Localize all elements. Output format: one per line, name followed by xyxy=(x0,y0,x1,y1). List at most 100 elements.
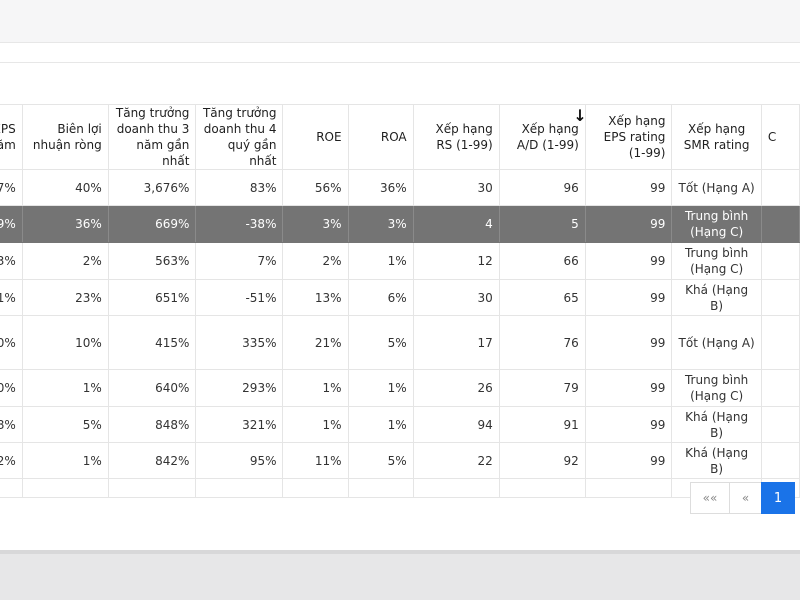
table-cell: 92 xyxy=(499,442,586,479)
table-cell: 2% xyxy=(0,442,23,479)
table-cell: 1% xyxy=(348,369,414,407)
table-cell xyxy=(108,478,197,498)
table-cell: 1% xyxy=(22,442,109,479)
table-cell xyxy=(761,406,800,443)
col-header-ad-label: Xếp hạng A/D (1-99) xyxy=(516,122,579,152)
table-cell: 669% xyxy=(108,205,197,243)
table-cell: 99 xyxy=(585,369,673,407)
table-cell: 1% xyxy=(282,406,349,443)
table-row[interactable]: 2% 1% 842% 95% 11% 5% 22 92 99 Khá (Hạng… xyxy=(0,442,800,479)
table-cell xyxy=(413,478,500,498)
divider xyxy=(0,42,800,43)
table-cell: 66 xyxy=(499,242,586,280)
table-cell xyxy=(585,478,673,498)
col-header-net-margin[interactable]: Biên lợi nhuận ròng xyxy=(22,104,109,170)
table-cell xyxy=(761,205,800,243)
table-cell: Khá (Hạng B) xyxy=(671,279,762,316)
table-cell: 1% xyxy=(348,406,414,443)
table-cell: 36% xyxy=(22,205,109,243)
col-header-revenue-growth-3y[interactable]: Tăng trưởng doanh thu 3 năm gần nhất xyxy=(108,104,197,170)
col-header-roa[interactable]: ROA xyxy=(348,104,414,170)
table-cell: 1% xyxy=(282,369,349,407)
table-cell: 37% xyxy=(0,169,23,206)
table-cell: 40% xyxy=(22,169,109,206)
table-cell: 12 xyxy=(413,242,500,280)
col-header-roe[interactable]: ROE xyxy=(282,104,349,170)
table-cell: 10% xyxy=(22,315,109,370)
table-cell: 2% xyxy=(22,242,109,280)
table-cell: 5 xyxy=(499,205,586,243)
table-cell: 21% xyxy=(282,315,349,370)
table-cell: 8% xyxy=(0,406,23,443)
page-1-button[interactable]: 1 xyxy=(761,482,795,514)
table-cell xyxy=(22,478,109,498)
prev-page-button[interactable]: « xyxy=(729,482,762,514)
table-cell: 335% xyxy=(195,315,284,370)
table-cell xyxy=(761,169,800,206)
table-row[interactable]: 37% 40% 3,676% 83% 56% 36% 30 96 99 Tốt … xyxy=(0,169,800,206)
col-header-revenue-growth-4q[interactable]: Tăng trưởng doanh thu 4 quý gần nhất xyxy=(195,104,284,170)
table-cell: 2% xyxy=(282,242,349,280)
table-row[interactable]: 3% 2% 563% 7% 2% 1% 12 66 99 Trung bình … xyxy=(0,242,800,280)
col-header-rs-rating[interactable]: Xếp hạng RS (1-99) xyxy=(413,104,500,170)
table-row[interactable]: 1% 23% 651% -51% 13% 6% 30 65 99 Khá (Hạ… xyxy=(0,279,800,316)
table-cell: 5% xyxy=(22,406,109,443)
table-cell: 56% xyxy=(282,169,349,206)
table-cell: 30 xyxy=(413,169,500,206)
divider xyxy=(0,62,800,63)
table-cell: 26 xyxy=(413,369,500,407)
table-cell: 13% xyxy=(282,279,349,316)
table-row[interactable]: 8% 5% 848% 321% 1% 1% 94 91 99 Khá (Hạng… xyxy=(0,406,800,443)
col-header-smr-rating[interactable]: Xếp hạng SMR rating xyxy=(671,104,762,170)
table-cell: 0% xyxy=(0,369,23,407)
arrow-down-icon[interactable]: ↓ xyxy=(573,108,584,124)
table-cell: 848% xyxy=(108,406,197,443)
table-cell: 76 xyxy=(499,315,586,370)
col-header-c[interactable]: C xyxy=(761,104,800,170)
table-cell: 293% xyxy=(195,369,284,407)
table-cell: Khá (Hạng B) xyxy=(671,406,762,443)
table-row[interactable]: 0% 1% 640% 293% 1% 1% 26 79 99 Trung bìn… xyxy=(0,369,800,407)
table-cell: 99 xyxy=(585,169,673,206)
table-cell xyxy=(761,315,800,370)
table-cell: 99 xyxy=(585,205,673,243)
table-row[interactable]: 0% 10% 415% 335% 21% 5% 17 76 99 Tốt (Hạ… xyxy=(0,315,800,370)
table-cell xyxy=(195,478,284,498)
col-header-ad-rating[interactable]: Xếp hạng A/D (1-99)↓ xyxy=(499,104,586,170)
table-cell: 99 xyxy=(585,406,673,443)
first-page-button[interactable]: «« xyxy=(690,482,730,514)
divider xyxy=(0,550,800,554)
table-cell: 65 xyxy=(499,279,586,316)
table-cell: 79 xyxy=(499,369,586,407)
table-cell: 99 xyxy=(585,279,673,316)
col-header-eps[interactable]: EPS năm xyxy=(0,104,23,170)
table-cell xyxy=(761,242,800,280)
table-cell: 3% xyxy=(282,205,349,243)
table-cell xyxy=(761,279,800,316)
table-cell: 3,676% xyxy=(108,169,197,206)
table-cell: 4 xyxy=(413,205,500,243)
page-footer-area xyxy=(0,550,800,600)
table-cell: 91 xyxy=(499,406,586,443)
col-header-eps-rating[interactable]: Xếp hạng EPS rating (1-99) xyxy=(585,104,673,170)
table-cell: 0% xyxy=(0,315,23,370)
table-cell: 17 xyxy=(413,315,500,370)
table-cell: 30 xyxy=(413,279,500,316)
table-row-empty xyxy=(0,478,800,498)
table-cell: 651% xyxy=(108,279,197,316)
table-cell: 96 xyxy=(499,169,586,206)
table-cell: 99 xyxy=(585,315,673,370)
table-cell: Khá (Hạng B) xyxy=(671,442,762,479)
table-cell: 99 xyxy=(585,242,673,280)
table-cell: -51% xyxy=(195,279,284,316)
table-cell xyxy=(348,478,414,498)
table-cell: 11% xyxy=(282,442,349,479)
table-cell: 321% xyxy=(195,406,284,443)
table-cell: Trung bình (Hạng C) xyxy=(671,369,762,407)
table-row-selected[interactable]: 9% 36% 669% -38% 3% 3% 4 5 99 Trung bình… xyxy=(0,205,800,243)
table-cell: 3% xyxy=(0,242,23,280)
table-cell: 1% xyxy=(22,369,109,407)
table-cell xyxy=(282,478,349,498)
stock-table-container: EPS năm Biên lợi nhuận ròng Tăng trưởng … xyxy=(0,104,800,498)
table-cell: 415% xyxy=(108,315,197,370)
